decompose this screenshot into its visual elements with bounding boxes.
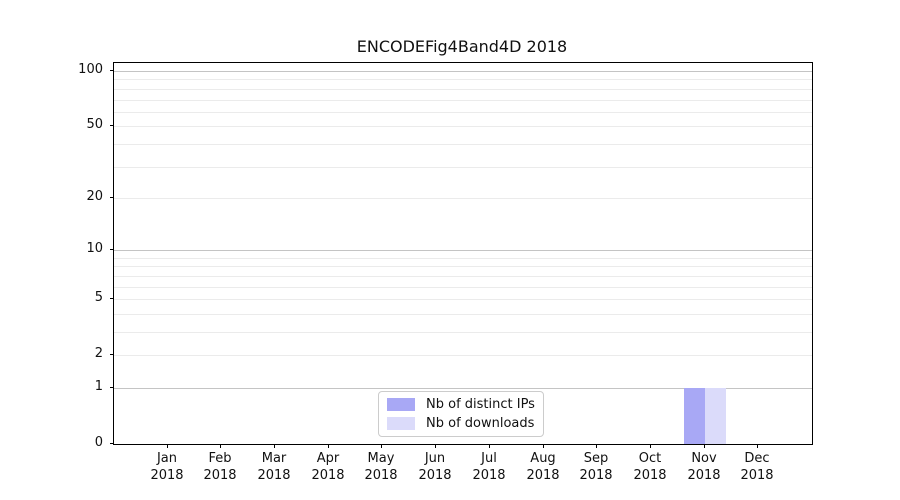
x-tick-year: 2018 — [633, 468, 667, 483]
y-tick-label: 20 — [86, 189, 103, 204]
minor-gridline — [114, 111, 812, 113]
x-tick-mark — [757, 444, 758, 448]
x-tick-month: Mar — [261, 451, 287, 466]
legend-swatch-distinct-ips — [387, 398, 415, 411]
x-tick-month: Apr — [316, 451, 340, 466]
x-tick-label: Jun 2018 — [407, 450, 463, 484]
minor-gridline — [114, 99, 812, 101]
y-tick-mark — [110, 70, 114, 71]
x-tick-mark — [274, 444, 275, 448]
minor-gridline — [114, 79, 812, 81]
major-gridline — [114, 388, 812, 389]
y-tick-mark — [110, 249, 114, 250]
bar-nb-of-distinct-ips — [683, 388, 705, 444]
minor-gridline — [114, 257, 812, 259]
x-tick-label: Feb 2018 — [192, 450, 248, 484]
x-tick-month: Jul — [481, 451, 497, 466]
x-tick-mark — [650, 444, 651, 448]
x-tick-mark — [435, 444, 436, 448]
x-tick-mark — [596, 444, 597, 448]
x-tick-year: 2018 — [740, 468, 774, 483]
x-tick-year: 2018 — [579, 468, 613, 483]
x-tick-label: Dec 2018 — [729, 450, 785, 484]
minor-gridline — [114, 266, 812, 268]
legend-label-distinct-ips: Nb of distinct IPs — [426, 397, 535, 412]
y-tick-mark — [110, 298, 114, 299]
plot-area — [113, 62, 813, 445]
x-tick-month: May — [367, 451, 395, 466]
x-tick-year: 2018 — [418, 468, 452, 483]
minor-gridline — [114, 355, 812, 357]
legend-item-distinct-ips: Nb of distinct IPs — [387, 397, 535, 412]
minor-gridline — [114, 275, 812, 277]
x-tick-mark — [220, 444, 221, 448]
y-tick-mark — [110, 387, 114, 388]
legend-item-downloads: Nb of downloads — [387, 416, 535, 431]
y-tick-label: 5 — [94, 290, 103, 305]
major-gridline — [114, 250, 812, 252]
x-tick-year: 2018 — [203, 468, 237, 483]
x-tick-label: Sep 2018 — [568, 450, 624, 484]
x-tick-month: Jun — [424, 451, 446, 466]
x-tick-mark — [543, 444, 544, 448]
minor-gridline — [114, 313, 812, 315]
y-tick-mark — [110, 197, 114, 198]
x-tick-month: Dec — [744, 451, 770, 466]
minor-gridline — [114, 88, 812, 90]
x-tick-year: 2018 — [311, 468, 345, 483]
x-tick-month: Sep — [583, 451, 609, 466]
y-tick-mark — [110, 125, 114, 126]
y-tick-label: 10 — [86, 241, 103, 256]
legend-swatch-downloads — [387, 417, 415, 430]
minor-gridline — [114, 126, 812, 128]
x-tick-label: Apr 2018 — [300, 450, 356, 484]
x-tick-mark — [489, 444, 490, 448]
legend: Nb of distinct IPs Nb of downloads — [378, 391, 544, 437]
minor-gridline — [114, 286, 812, 288]
y-tick-mark — [110, 354, 114, 355]
y-tick-label: 100 — [78, 62, 103, 77]
legend-label-downloads: Nb of downloads — [426, 416, 535, 431]
x-tick-year: 2018 — [150, 468, 184, 483]
chart-title: ENCODEFig4Band4D 2018 — [356, 37, 568, 56]
x-tick-month: Nov — [691, 451, 717, 466]
y-tick-label: 1 — [94, 379, 103, 394]
x-tick-mark — [704, 444, 705, 448]
minor-gridline — [114, 197, 812, 199]
y-tick-mark — [110, 443, 114, 444]
minor-gridline — [114, 166, 812, 168]
x-tick-year: 2018 — [472, 468, 506, 483]
x-tick-year: 2018 — [257, 468, 291, 483]
x-tick-year: 2018 — [526, 468, 560, 483]
x-tick-label: Mar 2018 — [246, 450, 302, 484]
x-tick-label: Nov 2018 — [676, 450, 732, 484]
x-tick-month: Feb — [208, 451, 232, 466]
x-tick-label: Aug 2018 — [515, 450, 571, 484]
x-tick-month: Aug — [530, 451, 556, 466]
bar-nb-of-downloads — [704, 388, 726, 444]
x-tick-label: Jan 2018 — [139, 450, 195, 484]
x-tick-year: 2018 — [364, 468, 398, 483]
x-tick-month: Oct — [638, 451, 662, 466]
x-tick-label: May 2018 — [353, 450, 409, 484]
x-tick-month: Jan — [156, 451, 178, 466]
x-tick-mark — [381, 444, 382, 448]
x-tick-label: Jul 2018 — [461, 450, 517, 484]
y-tick-label: 2 — [94, 346, 103, 361]
minor-gridline — [114, 332, 812, 333]
minor-gridline — [114, 143, 812, 145]
x-tick-mark — [328, 444, 329, 448]
x-tick-label: Oct 2018 — [622, 450, 678, 484]
minor-gridline — [114, 299, 812, 301]
y-tick-label: 0 — [94, 435, 103, 450]
y-tick-label: 50 — [86, 117, 103, 132]
x-tick-mark — [167, 444, 168, 448]
x-tick-year: 2018 — [687, 468, 721, 483]
major-gridline — [114, 71, 812, 72]
